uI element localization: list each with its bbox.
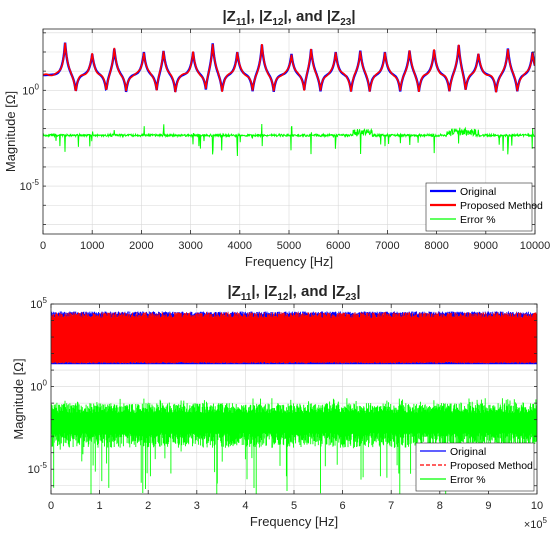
x-tick-label: 1 [97, 500, 103, 512]
x-tick-label: 2 [145, 500, 151, 512]
series-error [43, 123, 535, 157]
legend-box [425, 182, 533, 232]
x-tick-label: 8000 [424, 240, 448, 252]
series-proposed-method [43, 42, 535, 93]
y-tick-label: 100 [30, 379, 47, 394]
x-axis-label: Frequency [Hz] [245, 254, 333, 269]
legend: Original Proposed Method Error % [415, 442, 535, 492]
x-exponent-label: ×105 [524, 516, 548, 531]
x-tick-label: 8 [437, 500, 443, 512]
x-tick-label: 7 [388, 500, 394, 512]
y-axis-label: Magnitude [Ω] [11, 358, 26, 439]
x-tick-label: 9 [485, 500, 491, 512]
x-tick-label: 3 [194, 500, 200, 512]
x-tick-label: 1000 [80, 240, 104, 252]
plot-area [51, 311, 537, 494]
y-axis-label: Magnitude [Ω] [3, 91, 18, 172]
x-tick-label: 0 [40, 240, 46, 252]
chart-2: |Z11|, |Z12|, and |Z23| 0 1 2 3 4 5 6 7 8 9 10 105 10… [11, 283, 548, 531]
legend-label: Proposed Method [450, 460, 533, 472]
x-tick-label: 2000 [129, 240, 153, 252]
y-tick-label: 10-5 [28, 461, 48, 476]
chart-1: |Z11|, |Z12|, and |Z23| 0 1000 2000 3000 4000… [3, 8, 550, 269]
legend-label: Error % [460, 214, 496, 226]
legend-label: Proposed Method [460, 200, 543, 212]
x-tick-label: 0 [48, 500, 54, 512]
x-tick-label: 5000 [277, 240, 301, 252]
x-tick-label: 7000 [375, 240, 399, 252]
series-proposed-method [51, 312, 537, 364]
x-tick-label: 9000 [474, 240, 498, 252]
x-tick-label: 5 [291, 500, 297, 512]
chart-title: |Z11|, |Z12|, and |Z23| [227, 283, 360, 303]
x-tick-label: 6000 [326, 240, 350, 252]
x-tick-label: 10 [531, 500, 543, 512]
y-tick-label: 105 [30, 296, 47, 311]
x-tick-label: 6 [340, 500, 346, 512]
legend-label: Original [460, 186, 496, 198]
x-tick-label: 10000 [520, 240, 550, 252]
x-tick-label: 3000 [178, 240, 202, 252]
x-tick-label: 4 [242, 500, 248, 512]
chart-title: |Z11|, |Z12|, and |Z23| [222, 8, 355, 28]
legend-label: Original [450, 446, 486, 458]
x-tick-label: 4000 [228, 240, 252, 252]
series-original [51, 311, 537, 365]
legend-label: Error % [450, 474, 486, 486]
legend: Original Proposed Method Error % [425, 182, 543, 232]
x-axis-label: Frequency [Hz] [250, 514, 338, 529]
y-tick-label: 100 [22, 82, 39, 97]
plot-area [43, 42, 535, 157]
series-error [51, 398, 537, 494]
y-tick-label: 10-5 [20, 178, 40, 193]
